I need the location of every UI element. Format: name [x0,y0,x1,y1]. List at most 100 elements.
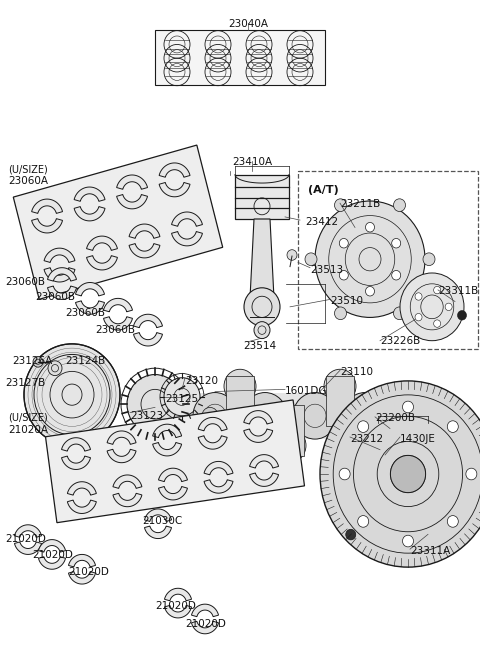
Polygon shape [133,333,163,346]
Polygon shape [198,436,227,449]
Polygon shape [165,605,192,618]
Circle shape [392,239,401,248]
Text: 23311A: 23311A [410,546,450,556]
Text: 23060A: 23060A [8,176,48,186]
Polygon shape [48,286,76,299]
Polygon shape [113,475,142,488]
Polygon shape [153,443,181,456]
Circle shape [335,307,347,319]
Text: 21030C: 21030C [142,516,182,526]
Circle shape [320,381,480,567]
Polygon shape [250,473,278,486]
Text: 23212: 23212 [350,434,383,444]
Polygon shape [69,554,96,567]
Circle shape [324,369,356,403]
Polygon shape [67,482,96,495]
Text: 23040A: 23040A [228,19,268,29]
Circle shape [127,375,183,434]
Circle shape [415,314,422,321]
Circle shape [440,413,446,419]
Circle shape [343,392,387,439]
Text: 1601DG: 1601DG [285,386,327,396]
Circle shape [433,320,441,327]
Circle shape [400,273,464,340]
Text: 23226B: 23226B [380,337,420,346]
Polygon shape [198,417,227,431]
Circle shape [413,396,419,403]
Polygon shape [14,525,42,537]
Polygon shape [159,163,190,177]
Polygon shape [144,509,171,522]
FancyBboxPatch shape [193,392,437,439]
Text: 23120: 23120 [185,376,218,386]
Circle shape [431,396,437,403]
Circle shape [244,288,280,326]
Text: 21020D: 21020D [185,619,226,629]
Circle shape [33,357,43,367]
Circle shape [164,378,200,416]
Polygon shape [86,236,118,251]
Circle shape [390,455,426,493]
Polygon shape [192,604,218,617]
Text: 23513: 23513 [310,264,343,274]
Text: 23060B: 23060B [95,325,135,335]
Text: 23412: 23412 [305,217,338,227]
Polygon shape [171,212,203,226]
Polygon shape [113,493,142,506]
Text: 23125: 23125 [165,394,198,403]
Polygon shape [61,456,91,470]
Polygon shape [117,175,147,190]
Circle shape [358,516,369,527]
Circle shape [447,516,458,527]
Circle shape [365,222,374,232]
Text: 23211B: 23211B [340,199,380,209]
Polygon shape [133,314,163,327]
Polygon shape [244,429,273,442]
Text: (U/SIZE): (U/SIZE) [8,413,48,422]
Circle shape [404,413,410,419]
Circle shape [202,407,218,424]
Circle shape [358,420,369,432]
Circle shape [413,429,419,436]
Polygon shape [104,298,132,312]
Polygon shape [165,588,192,601]
Circle shape [365,287,374,296]
Polygon shape [38,540,66,552]
Circle shape [315,201,425,318]
Polygon shape [38,557,66,569]
FancyBboxPatch shape [235,174,289,219]
Polygon shape [75,283,105,296]
Polygon shape [74,187,105,201]
Text: 23110: 23110 [340,367,373,377]
Circle shape [447,420,458,432]
Text: 23124B: 23124B [65,356,105,365]
FancyBboxPatch shape [155,30,325,85]
Circle shape [431,429,437,436]
Text: (A/T): (A/T) [308,185,339,195]
Circle shape [394,199,406,211]
Polygon shape [250,219,274,319]
Text: 21020D: 21020D [5,535,46,544]
Circle shape [243,392,287,439]
Polygon shape [244,411,273,424]
Polygon shape [61,438,91,451]
Circle shape [457,310,467,320]
Polygon shape [153,424,181,438]
Circle shape [335,199,347,211]
Polygon shape [107,431,136,444]
Text: 23060B: 23060B [5,277,45,287]
Circle shape [466,468,477,480]
Circle shape [403,401,413,413]
Polygon shape [75,301,105,314]
Polygon shape [171,232,203,246]
Text: 21020D: 21020D [155,601,196,611]
Polygon shape [13,145,223,299]
Text: 23126A: 23126A [12,356,52,365]
Text: (U/SIZE): (U/SIZE) [8,164,48,174]
Polygon shape [158,487,188,500]
Circle shape [339,270,348,280]
Polygon shape [159,182,190,197]
Text: 21020A: 21020A [8,425,48,436]
Text: 1430JE: 1430JE [400,434,436,444]
Text: 23311B: 23311B [438,285,478,296]
